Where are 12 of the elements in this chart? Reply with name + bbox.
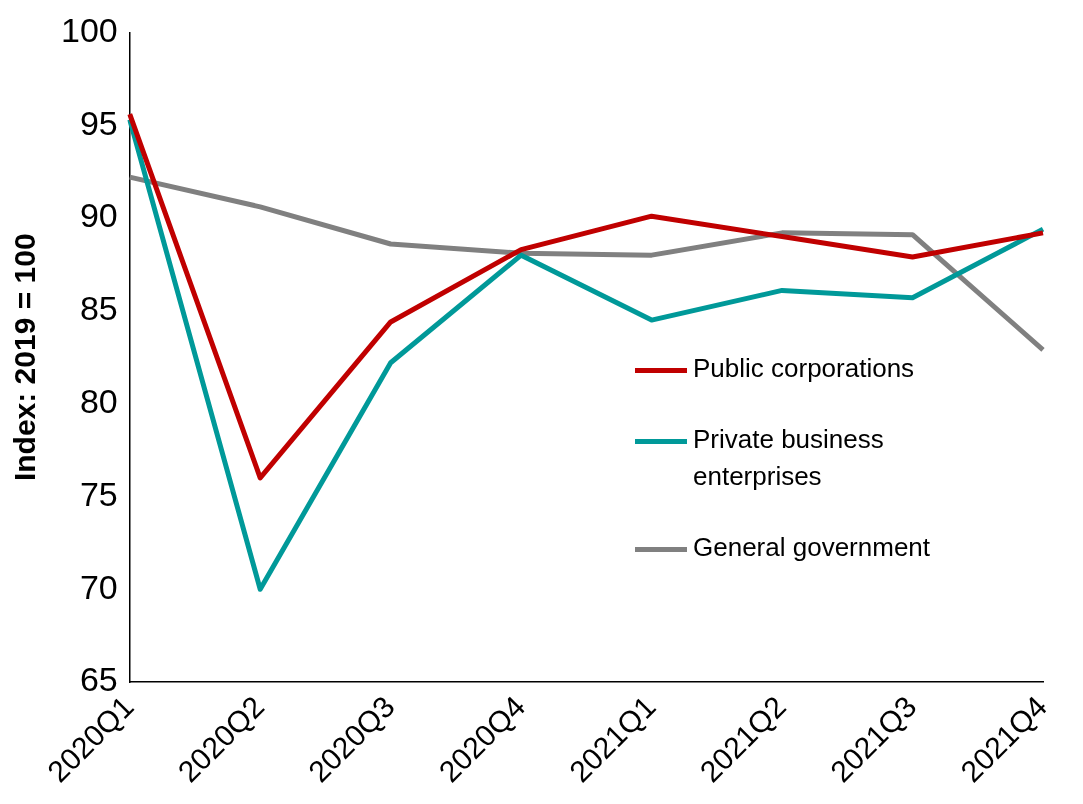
y-tick-label: 65 — [79, 660, 118, 699]
legend-label: Public corporations — [693, 352, 916, 385]
legend-label: Private business enterprises — [693, 423, 885, 493]
legend-label: General government — [693, 531, 932, 564]
y-tick-label: 85 — [79, 289, 118, 328]
y-tick-label: 70 — [79, 567, 118, 606]
y-tick-label: 75 — [79, 474, 118, 513]
y-tick-label: 90 — [79, 196, 118, 235]
y-tick-label: 80 — [79, 382, 118, 421]
y-tick-label: 95 — [79, 103, 118, 142]
y-tick-label: 100 — [60, 10, 118, 49]
y-axis-title: Index: 2019 = 100 — [8, 233, 42, 482]
